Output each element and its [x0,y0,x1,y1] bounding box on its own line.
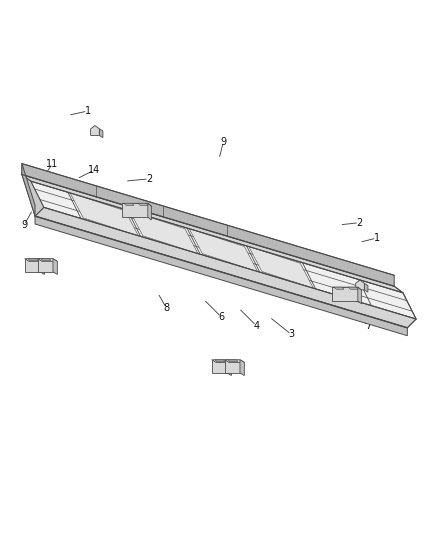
Polygon shape [25,259,40,272]
Text: 14: 14 [88,165,100,175]
Polygon shape [225,360,244,362]
Polygon shape [332,287,361,290]
Polygon shape [334,287,344,289]
Text: 4: 4 [253,321,259,330]
Polygon shape [35,216,407,336]
Polygon shape [225,360,240,373]
Polygon shape [38,259,57,261]
Polygon shape [70,193,138,236]
Polygon shape [240,360,244,376]
Text: 9: 9 [220,136,226,147]
Polygon shape [348,287,358,289]
Text: 2: 2 [356,217,362,228]
Polygon shape [35,207,416,328]
Text: 3: 3 [288,329,294,340]
Polygon shape [130,211,198,254]
Polygon shape [356,280,364,290]
Polygon shape [215,360,225,361]
Polygon shape [227,360,231,376]
Polygon shape [148,203,152,220]
Polygon shape [122,203,152,206]
Text: 7: 7 [365,321,371,330]
Polygon shape [22,174,44,216]
Polygon shape [358,287,361,304]
Polygon shape [22,174,403,293]
Polygon shape [22,164,35,216]
Polygon shape [99,129,103,138]
Polygon shape [91,126,99,135]
Text: 1: 1 [85,106,91,116]
Polygon shape [28,259,38,261]
Polygon shape [189,229,258,271]
Polygon shape [138,203,148,205]
Polygon shape [122,203,148,217]
Text: 2: 2 [146,174,152,184]
Text: 8: 8 [163,303,170,313]
Polygon shape [25,259,44,261]
Polygon shape [41,259,51,261]
Polygon shape [124,203,134,205]
Polygon shape [53,259,57,274]
Polygon shape [228,360,238,361]
Polygon shape [364,284,368,292]
Polygon shape [31,181,416,319]
Polygon shape [212,360,227,373]
Polygon shape [332,287,358,301]
Polygon shape [40,259,44,274]
Polygon shape [249,247,313,288]
Polygon shape [38,259,53,272]
Polygon shape [212,360,231,362]
Text: 6: 6 [218,312,224,322]
Polygon shape [22,164,394,286]
Text: 9: 9 [21,220,27,230]
Text: 1: 1 [374,233,380,243]
Text: 11: 11 [46,159,59,168]
